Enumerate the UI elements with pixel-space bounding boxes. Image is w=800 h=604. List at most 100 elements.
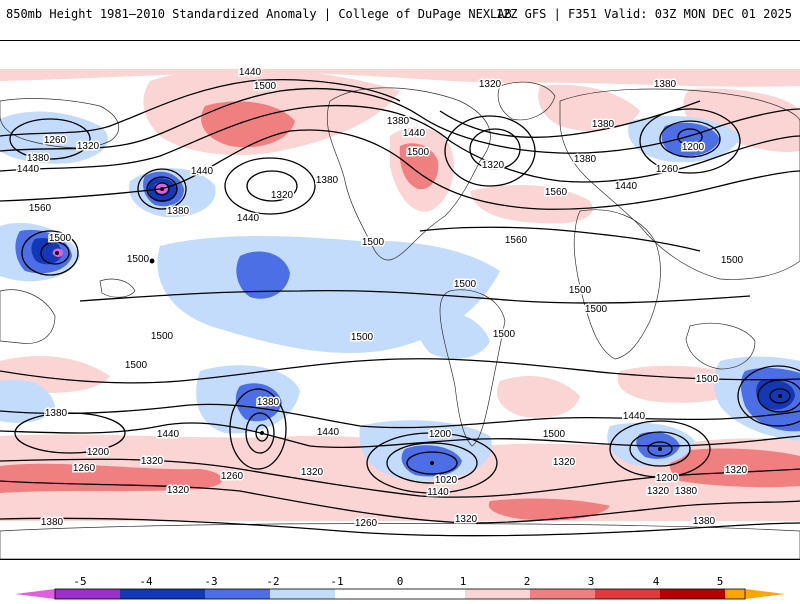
indonesia-outline [99, 278, 136, 298]
anomaly-pos1-atlantic [470, 185, 593, 224]
anomaly-pos2-canada [399, 143, 439, 190]
contour-1380-southmost [0, 517, 800, 537]
contour-label: 1260 [221, 471, 244, 482]
low-npac-ring3 [154, 182, 170, 196]
low-spac-ring3 [255, 424, 269, 442]
contour-1500-south [0, 358, 800, 384]
colorbar-swatch-pos2 [530, 589, 595, 599]
anomaly-neg2-tropical [236, 251, 290, 299]
contour-label: 1440 [237, 213, 260, 224]
low-europe-ring3 [677, 128, 703, 146]
low-sind-ring1 [609, 420, 711, 478]
low-center-spac [260, 431, 264, 435]
contour-1380-north [0, 87, 800, 154]
map-title: 850mb Height 1981–2010 Standardized Anom… [6, 7, 512, 21]
anomaly-neg2-soc [401, 445, 462, 477]
contour-label: 1380 [45, 408, 68, 419]
colorbar-swatch-neg3 [120, 589, 205, 599]
contour-label: 1500 [125, 360, 148, 371]
contour-label: 1320 [167, 485, 190, 496]
contour-label: 1260 [73, 463, 96, 474]
colorbar-border [54, 588, 746, 600]
coastline-layer [0, 81, 800, 559]
contour-1440-north [0, 104, 800, 183]
low-npac-ring2 [146, 176, 178, 202]
anomaly-pos2-south-atlantic [488, 498, 610, 521]
north-america-outline [326, 87, 491, 261]
contour-label: 1500 [254, 81, 277, 92]
map-panel: 1440 1500 1320 1380 1260 1320 1380 1440 … [0, 40, 800, 560]
colorbar-label: -5 [73, 575, 87, 588]
colorbar-swatch-neg2 [205, 589, 270, 599]
model-run-info: 12Z GFS | F351 Valid: 03Z MON DEC 01 202… [495, 7, 792, 21]
contour-label: 1320 [455, 514, 478, 525]
negative-anomaly-layer [0, 111, 800, 481]
anomaly-pos1-siberia [683, 88, 800, 152]
contour-label: 1320 [553, 457, 576, 468]
contour-label: 1440 [317, 427, 340, 438]
low-center-sind [658, 447, 662, 451]
contour-label: 1440 [615, 181, 638, 192]
colorbar-label: 2 [523, 575, 531, 588]
low-alaska-ring2 [246, 170, 298, 202]
colorbar-label: 3 [587, 575, 595, 588]
low-west-ring1 [21, 230, 79, 276]
contour-1500-north [0, 129, 800, 210]
contour-label: 1380 [574, 154, 597, 165]
contour-label: 1440 [239, 67, 262, 78]
contour-label: 1380 [693, 516, 716, 527]
low-canada-ring2 [469, 128, 521, 170]
contour-label: 1380 [41, 517, 64, 528]
colorbar-swatch-pos4 [660, 589, 725, 599]
contour-label: 1440 [403, 128, 426, 139]
low-alaska-ring1 [224, 157, 316, 215]
low-centers [55, 187, 782, 465]
low-soc-ring1 [366, 432, 498, 494]
contour-label: 1500 [721, 255, 744, 266]
contour-1440-south [0, 403, 800, 429]
contour-label: 1320 [301, 467, 324, 478]
anomaly-neg1-sahel [417, 309, 490, 359]
colorbar-swatch-zero [335, 589, 465, 599]
colorbar-label: 0 [396, 575, 404, 588]
contour-1320-north [0, 79, 401, 137]
contour-label: 1380 [257, 397, 280, 408]
asia-west-outline [0, 98, 120, 149]
contour-label: 1320 [77, 141, 100, 152]
contour-label: 1500 [127, 254, 150, 265]
low-sw-ring1 [14, 412, 126, 454]
anomaly-pos1-arctic [0, 69, 800, 87]
contour-label: 1500 [454, 279, 477, 290]
contour-1500-tropics [79, 290, 751, 304]
contour-1560-atlantic [419, 226, 701, 252]
colorbar-swatch-pos5 [725, 589, 785, 599]
contour-label: 1440 [157, 429, 180, 440]
colorbar-label: -1 [330, 575, 344, 588]
low-spac-ring1 [229, 388, 287, 470]
colorbar-swatch-pos1 [465, 589, 530, 599]
contour-label-layer: 1440 1500 1320 1380 1260 1320 1380 1440 … [15, 66, 749, 531]
colorbar-label: 1 [459, 575, 467, 588]
low-npac-ring1 [137, 168, 187, 210]
colorbar-label: 4 [652, 575, 660, 588]
contour-label: 1140 [427, 487, 449, 498]
contour-label: 1500 [362, 237, 385, 248]
anomaly-neg1-bering [0, 111, 109, 164]
contour-label: 1560 [29, 203, 52, 214]
anomaly-pos1-southamerica [496, 376, 580, 418]
contour-label: 1200 [429, 429, 452, 440]
contour-label: 1320 [141, 456, 164, 467]
contour-label: 1320 [725, 465, 748, 476]
contour-label: 1200 [656, 473, 679, 484]
low-east-ring1 [737, 365, 800, 427]
colorbar-label: 5 [716, 575, 724, 588]
anomaly-neg3-west [31, 237, 62, 265]
low-europe-ring2 [659, 120, 721, 158]
colorbar-swatch-neg1 [270, 589, 335, 599]
contour-label: 1380 [167, 206, 190, 217]
contour-label: 1320 [271, 190, 294, 201]
low-europe-ring1 [639, 108, 741, 174]
west-australia-outline [0, 289, 56, 344]
contour-1380-south [0, 422, 800, 449]
low-center-west [55, 251, 59, 255]
